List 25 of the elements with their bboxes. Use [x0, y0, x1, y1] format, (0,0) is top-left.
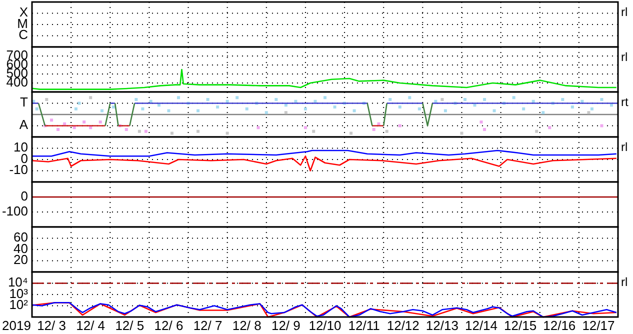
- y-tick-label: 0: [20, 188, 28, 204]
- text: rl: [621, 140, 628, 154]
- x-axis-title: 2019: [2, 318, 31, 333]
- x-tick-label: 12/16: [543, 318, 576, 333]
- x-tick-label: 12/ 9: [271, 318, 300, 333]
- x-tick-label: 12/ 3: [37, 318, 66, 333]
- x-tick-label: 12/ 4: [76, 318, 106, 333]
- x-tick-label: 12/10: [308, 318, 342, 333]
- text: T: [20, 94, 28, 110]
- x-tick-label: 12/ 6: [154, 318, 184, 333]
- x-tick-label: 12/ 8: [232, 318, 262, 333]
- x-tick-label: 12/ 5: [115, 318, 144, 333]
- x-tick-label: 12/17: [582, 318, 615, 333]
- x-tick-label: 12/13: [426, 318, 458, 333]
- text: rt: [621, 95, 629, 109]
- text: A: [19, 117, 28, 132]
- x-tick-label: 12/15: [504, 318, 537, 333]
- text: rl: [621, 275, 628, 289]
- x-tick-label: 12/11: [348, 318, 380, 333]
- x-tick-label: 12/12: [386, 318, 420, 333]
- x-tick-label: 12/ 7: [193, 318, 222, 333]
- x-tick-label: 12/14: [464, 318, 498, 333]
- text: rl: [621, 5, 628, 19]
- text: rl: [621, 50, 628, 64]
- y-tick-label: -100: [2, 203, 28, 218]
